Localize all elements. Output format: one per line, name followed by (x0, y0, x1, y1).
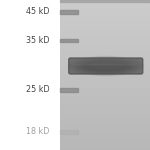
Ellipse shape (74, 58, 138, 74)
FancyBboxPatch shape (69, 58, 143, 74)
Bar (60, 10, 78, 14)
Ellipse shape (76, 59, 135, 73)
Bar (0, 0, 60, 150)
Ellipse shape (75, 58, 136, 74)
FancyBboxPatch shape (72, 59, 136, 65)
Ellipse shape (78, 60, 133, 72)
Ellipse shape (79, 60, 132, 72)
Ellipse shape (85, 62, 126, 70)
Ellipse shape (81, 60, 130, 72)
Ellipse shape (80, 60, 131, 72)
Ellipse shape (83, 61, 128, 71)
Text: 18 kD: 18 kD (26, 128, 50, 136)
Ellipse shape (82, 61, 129, 71)
Text: 25 kD: 25 kD (26, 85, 50, 94)
Text: 35 kD: 35 kD (26, 36, 50, 45)
Ellipse shape (84, 61, 127, 70)
Bar (60, 39, 78, 42)
Ellipse shape (73, 58, 139, 74)
Bar (60, 88, 78, 92)
Ellipse shape (77, 59, 134, 73)
Bar (60, 0, 150, 2)
Bar (60, 130, 78, 134)
Text: 45 kD: 45 kD (26, 8, 50, 16)
